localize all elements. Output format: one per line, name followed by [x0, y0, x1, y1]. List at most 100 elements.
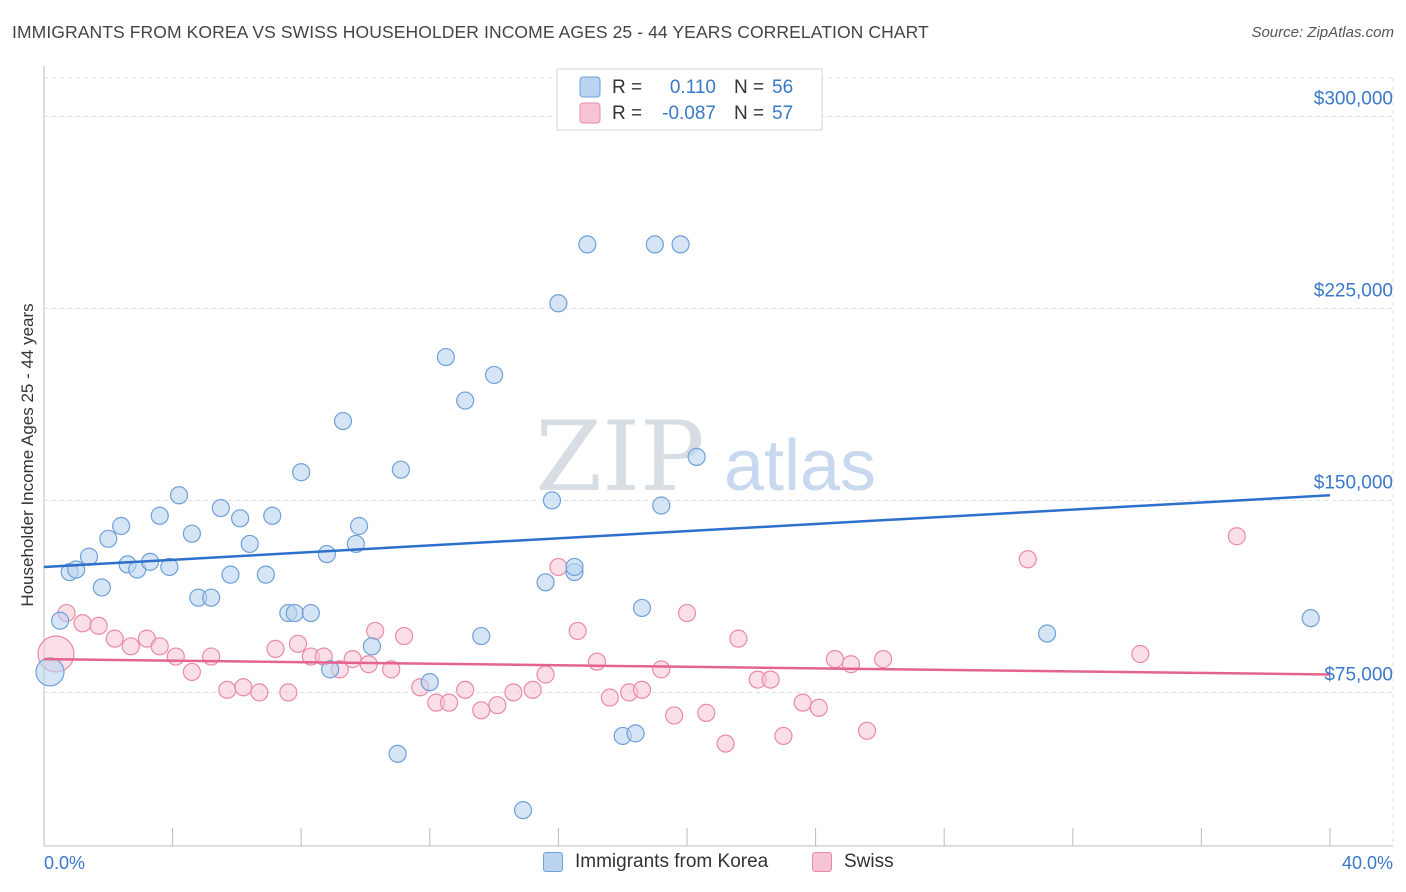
legend-item-korea[interactable]: Immigrants from Korea — [543, 851, 768, 873]
korea-point — [632, 598, 652, 618]
korea-point — [671, 235, 690, 254]
swiss-point — [366, 621, 385, 641]
korea-point — [292, 463, 311, 482]
swiss-point — [394, 626, 414, 646]
korea-point — [687, 447, 706, 466]
swiss-points — [37, 527, 1246, 753]
legend-korea-label: Immigrants from Korea — [575, 851, 769, 872]
legend-swiss-label: Swiss — [844, 851, 894, 872]
swiss-point — [568, 621, 587, 641]
x-max-label: 40.0% — [1342, 853, 1393, 873]
swiss-point — [793, 693, 812, 712]
swiss-r-label: R = — [612, 103, 642, 124]
swiss-point — [549, 557, 568, 577]
swiss-point — [600, 688, 619, 707]
swiss-point — [105, 629, 124, 648]
swiss-point — [1131, 644, 1150, 664]
watermark: ZIP atlas — [535, 401, 876, 513]
swiss-r-value: -0.087 — [662, 103, 716, 124]
source-label: Source: ZipAtlas.com — [1251, 24, 1394, 41]
stats-legend-box — [556, 68, 823, 131]
swiss-point — [809, 698, 828, 717]
swiss-point — [218, 680, 237, 699]
trend-lines — [43, 494, 1331, 676]
swiss-point — [536, 665, 555, 684]
korea-point — [652, 496, 671, 515]
swiss-point — [761, 670, 780, 689]
korea-point — [240, 534, 259, 554]
swiss-point — [523, 680, 542, 699]
swiss-point — [841, 655, 861, 674]
axes — [43, 66, 1393, 847]
swiss-trend-line — [43, 657, 1331, 676]
korea-point — [333, 411, 353, 431]
korea-point — [256, 565, 275, 584]
korea-points — [35, 235, 1320, 820]
korea-r-value: 0.110 — [670, 77, 716, 98]
swiss-point — [587, 652, 607, 671]
swiss-point — [150, 637, 169, 656]
korea-point — [79, 547, 99, 566]
swiss-point — [250, 683, 269, 702]
swiss-n-value: 57 — [772, 103, 793, 124]
korea-point — [485, 365, 504, 385]
korea-legend-swatch — [579, 76, 601, 98]
korea-point — [578, 235, 597, 254]
korea-point — [565, 557, 584, 577]
korea-point — [263, 506, 282, 525]
swiss-point — [89, 616, 108, 635]
korea-point — [645, 235, 664, 254]
swiss-point — [439, 693, 459, 712]
korea-point — [536, 573, 555, 592]
legend-item-swiss[interactable]: Swiss — [812, 851, 894, 873]
swiss-point — [121, 637, 140, 656]
swiss-point — [488, 696, 507, 715]
swiss-point — [857, 721, 877, 740]
korea-n-label: N = — [734, 77, 764, 98]
korea-point — [150, 506, 169, 525]
korea-point — [169, 486, 189, 505]
korea-point — [472, 626, 491, 646]
korea-point — [112, 516, 131, 536]
swiss-point — [166, 647, 185, 666]
swiss-point — [677, 603, 697, 623]
swiss-point — [874, 650, 893, 669]
swiss-point — [632, 680, 652, 699]
swiss-point — [279, 683, 298, 702]
swiss-point — [73, 614, 92, 633]
swiss-point — [1018, 550, 1037, 569]
korea-point — [99, 529, 118, 548]
grid-lines — [44, 77, 1394, 846]
korea-point — [549, 294, 568, 313]
korea-point — [349, 516, 369, 536]
series-legend: Immigrants from Korea Swiss — [0, 851, 1406, 879]
korea-point — [160, 557, 179, 577]
korea-point — [221, 565, 240, 584]
swiss-point — [729, 629, 748, 648]
y-tick-label: $75,000 — [1324, 664, 1393, 685]
watermark-atlas: atlas — [724, 426, 876, 506]
y-axis-title: Householder Income Ages 25 - 44 years — [18, 303, 37, 606]
korea-point — [92, 578, 111, 597]
swiss-point — [504, 683, 523, 702]
swiss-legend-swatch — [579, 102, 601, 124]
korea-point — [67, 560, 86, 579]
swiss-swatch — [812, 852, 832, 872]
swiss-point — [716, 734, 735, 753]
swiss-point — [1227, 527, 1246, 546]
korea-point — [391, 460, 410, 479]
watermark-zip: ZIP — [535, 401, 704, 513]
korea-point — [202, 588, 221, 607]
korea-r-label: R = — [612, 77, 642, 98]
korea-point — [513, 801, 533, 820]
swiss-point — [288, 634, 308, 653]
swiss-point — [202, 647, 221, 666]
swiss-point — [652, 660, 671, 679]
swiss-point — [382, 660, 401, 679]
stats-legend: R = 0.110 N = 56 R = -0.087 N = 57 — [556, 68, 823, 131]
chart-title: IMMIGRANTS FROM KOREA VS SWISS HOUSEHOLD… — [12, 22, 929, 42]
swiss-point — [456, 680, 475, 699]
y-tick-label: $150,000 — [1314, 472, 1393, 493]
korea-point — [50, 611, 70, 630]
korea-swatch — [543, 852, 563, 872]
